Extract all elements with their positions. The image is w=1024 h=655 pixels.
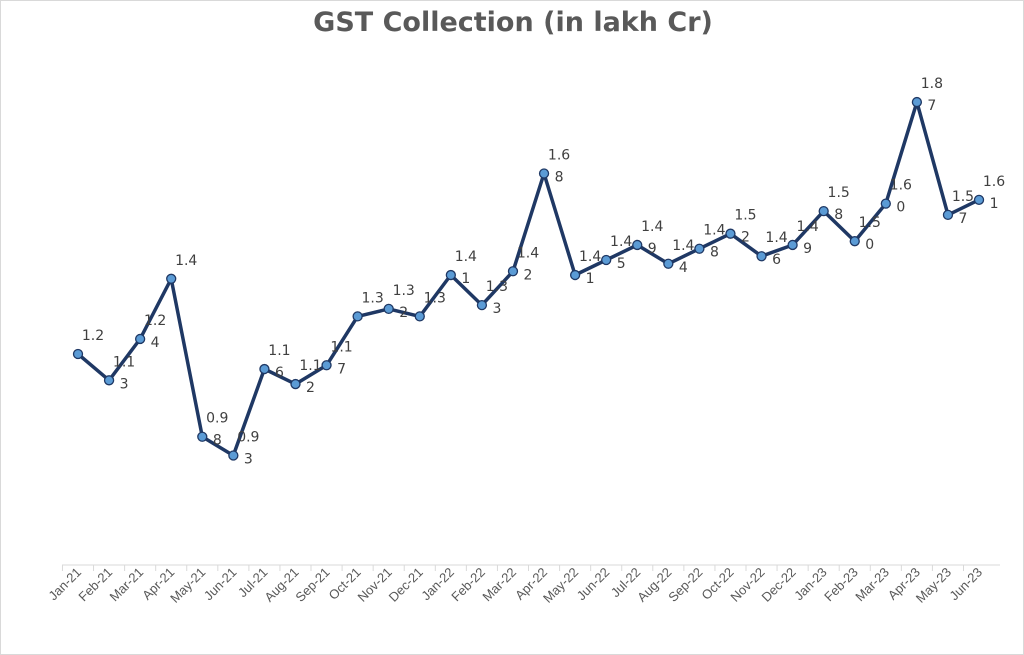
data-label: 1.6 1	[983, 174, 1005, 212]
data-point	[259, 363, 270, 375]
data-label: 1.4 2	[517, 245, 539, 283]
data-label: 1.4 9	[796, 219, 818, 257]
data-label: 1.8 7	[921, 76, 943, 114]
data-point	[414, 311, 425, 322]
data-point	[756, 251, 767, 262]
data-label: 1.1 7	[330, 339, 352, 377]
x-tick-label: May-23	[913, 565, 954, 606]
data-point	[103, 375, 115, 386]
x-tick-label: May-21	[167, 565, 208, 606]
data-label: 1.4 9	[641, 219, 663, 257]
x-tick-label: May-22	[540, 565, 581, 606]
data-point	[694, 243, 705, 254]
data-label: 0.9 3	[237, 430, 259, 468]
x-tick-label: Nov-21	[355, 565, 395, 605]
data-label: 1.4 1	[455, 249, 477, 287]
data-point	[134, 333, 146, 345]
data-label: 1.2	[82, 328, 104, 344]
data-label: 0.9 8	[206, 411, 228, 449]
data-label: 1.5 0	[859, 215, 881, 253]
data-label: 1.1 6	[268, 343, 290, 381]
data-label: 1.3 3	[486, 279, 508, 317]
data-point	[228, 450, 239, 461]
data-point	[849, 236, 860, 247]
data-point	[352, 311, 363, 322]
data-label: 1.4	[175, 253, 197, 269]
data-point	[321, 360, 332, 371]
data-point	[787, 239, 798, 251]
data-label: 1.4 5	[610, 234, 632, 272]
data-point	[476, 299, 488, 311]
data-label: 1.5 7	[952, 189, 974, 227]
data-label: 1.6 0	[890, 178, 912, 216]
x-tick-label: Aug-22	[634, 565, 674, 605]
data-point	[942, 209, 954, 221]
data-point	[663, 258, 674, 269]
data-label: 1.5 2	[734, 208, 756, 246]
x-tick-label: Dec-21	[386, 565, 426, 605]
chart-title: GST Collection (in lakh Cr)	[313, 7, 713, 38]
x-tick-label: Aug-21	[261, 565, 301, 605]
data-point	[507, 266, 519, 277]
x-tick-label: Jun-21	[201, 565, 240, 604]
data-label: 1.3	[361, 290, 383, 306]
x-tick-label: Mar-22	[479, 565, 519, 605]
data-label: 1.4 4	[672, 238, 694, 276]
x-tick-label: Nov-22	[727, 565, 767, 605]
data-point	[973, 194, 985, 205]
data-label: 1.3 2	[393, 283, 415, 321]
data-point	[290, 378, 301, 390]
x-tick-label: Jun-23	[946, 565, 985, 604]
data-label: 1.4 8	[703, 223, 725, 261]
data-label: 1.4 1	[579, 249, 601, 287]
data-label: 1.5 8	[828, 185, 850, 223]
x-tick-label: Mar-21	[107, 565, 147, 605]
x-tick-label: Dec-22	[758, 565, 798, 605]
data-point	[383, 303, 394, 315]
data-point	[166, 273, 177, 284]
x-tick-label: Mar-23	[852, 565, 892, 605]
data-point	[538, 168, 550, 179]
data-label: 1.3	[424, 290, 446, 306]
x-tick-label: Feb-22	[448, 565, 488, 605]
data-point	[725, 228, 736, 239]
data-label: 1.6 8	[548, 148, 570, 186]
data-point	[880, 198, 891, 209]
x-tick-label: Sep-22	[665, 565, 705, 605]
data-label: 1.2 4	[144, 313, 166, 351]
data-point	[569, 269, 581, 281]
x-tick-label: Jun-22	[574, 565, 613, 604]
x-tick-label: Sep-21	[292, 565, 332, 605]
data-label: 1.4 6	[765, 230, 787, 268]
data-label: 1.1 3	[113, 354, 135, 392]
data-label: 1.1 2	[299, 358, 321, 396]
data-point	[632, 239, 643, 251]
x-tick-label: Feb-21	[75, 565, 115, 605]
data-point	[445, 269, 456, 281]
x-tick-label: Feb-23	[821, 565, 861, 605]
data-point	[197, 431, 208, 442]
data-point	[72, 348, 84, 360]
data-point	[818, 205, 829, 217]
series-line	[76, 100, 980, 458]
data-point	[601, 254, 612, 266]
data-point	[911, 96, 923, 108]
